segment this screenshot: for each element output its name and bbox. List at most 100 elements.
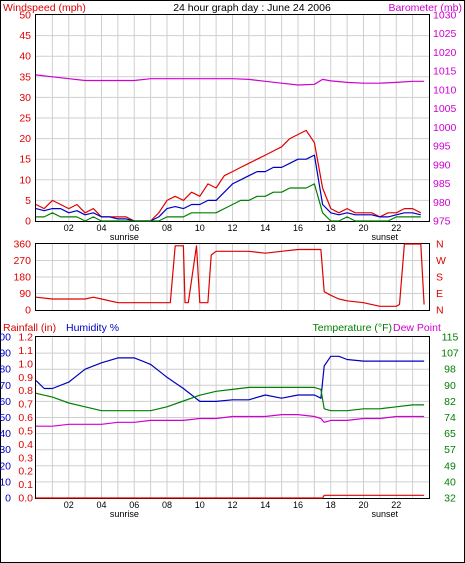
windspeed-tick-label: 50 [19,10,31,22]
panel1-grid [36,15,429,221]
rainfall-tick-label: 0.4 [18,439,33,451]
barometer-tick-label: 1010 [433,84,457,96]
rainfall-tick-label: 0.8 [18,385,33,397]
windspeed-tick-label: 20 [19,133,31,145]
barometer-tick-label: 1025 [433,28,457,40]
hour-tick-label: 20 [358,500,368,510]
barometer-tick-label: 1005 [433,103,457,115]
hour-tick-label: 04 [96,500,106,510]
sunset-label: sunset [372,509,399,519]
windspeed-tick-label: 15 [19,154,31,166]
hour-tick-label: 08 [162,223,172,233]
hour-tick-label: 04 [96,223,106,233]
dewpoint-line [36,414,425,427]
humidity-tick-label: 60 [0,396,11,408]
hour-tick-label: 06 [129,500,139,510]
direction-degree-tick-label: 180 [13,272,31,284]
barometer-tick-label: 995 [433,141,451,153]
humidity-tick-label: 50 [0,412,11,424]
temperature-tick-label: 115 [442,332,459,344]
barometer-line [35,74,425,86]
chart-title: 24 hour graph day : June 24 2006 [173,2,331,14]
sunrise-label: sunrise [110,509,139,519]
compass-tick-label: W [436,255,446,267]
direction-degree-tick-label: 0 [25,305,31,317]
temperature-tick-label: 32 [444,493,456,505]
temperature-axis-label: Temperature (°F) [313,322,392,334]
windspeed-minimum-line [36,183,421,222]
temperature-tick-label: 65 [444,428,456,440]
barometer-tick-label: 1020 [433,47,457,59]
hour-tick-label: 18 [326,223,336,233]
direction-degree-tick-label: 360 [13,239,31,251]
barometer-tick-label: 980 [433,197,451,209]
temperature-tick-label: 49 [444,460,456,472]
temperature-tick-label: 40 [444,476,456,488]
rainfall-axis-label: Rainfall (in) [3,322,56,334]
compass-tick-label: N [436,239,444,251]
panel2-series [35,243,425,307]
windspeed-tick-label: 40 [19,51,31,63]
windspeed-tick-label: 25 [19,113,31,125]
barometer-tick-label: 990 [433,159,451,171]
humidity-tick-label: 90 [0,348,11,360]
humidity-tick-label: 70 [0,380,11,392]
hour-tick-label: 18 [326,500,336,510]
temperature-tick-label: 82 [444,396,456,408]
hour-tick-label: 10 [195,500,205,510]
hour-tick-label: 02 [64,223,74,233]
rainfall-tick-label: 0.3 [18,452,33,464]
panel1-plot-border [35,14,430,222]
hour-tick-label: 08 [162,500,172,510]
temperature-line [35,386,425,412]
panel1-barometer-ticks: 975 980 985 990 995 1000 1005 1010 1015 1020 1025 1… [433,10,457,228]
humidity-tick-label: 30 [0,444,11,456]
temperature-tick-label: 90 [444,380,456,392]
temperature-tick-label: 107 [441,348,459,360]
barometer-tick-label: 1015 [433,66,457,78]
rainfall-tick-label: 0.7 [18,399,33,411]
wind-direction-line [35,243,425,307]
rainfall-tick-label: 0.2 [18,466,33,478]
rainfall-tick-label: 1.0 [18,358,33,370]
hour-tick-label: 12 [227,223,237,233]
windspeed-average-line [35,154,421,222]
barometer-tick-label: 1000 [433,122,457,134]
humidity-tick-label: 0 [5,493,11,505]
humidity-tick-label: 100 [0,332,11,344]
hour-tick-label: 16 [293,500,303,510]
panel1-series [35,74,425,222]
humidity-tick-label: 10 [0,476,11,488]
panel3-humidity-ticks: 0 10 20 30 40 50 60 70 80 90 100 [0,332,11,505]
panel3-temperature-ticks: 32 40 49 57 65 74 82 90 98 107 115 [441,332,459,505]
rainfall-tick-label: 0.0 [18,493,33,505]
humidity-line [35,355,425,402]
barometer-tick-label: 975 [433,216,451,228]
windspeed-tick-label: 10 [19,174,31,186]
sunrise-label: sunrise [110,232,139,242]
hour-tick-label: 06 [129,223,139,233]
temperature-tick-label: 98 [444,364,456,376]
hour-tick-label: 12 [227,500,237,510]
direction-degree-tick-label: 90 [19,288,31,300]
windspeed-tick-label: 5 [25,195,31,207]
sunset-label: sunset [372,232,399,242]
panel3-hour-ticks: 02 04 06 08 10 12 14 16 18 20 22 [64,500,402,510]
windspeed-tick-label: 30 [19,92,31,104]
direction-degree-tick-label: 270 [13,255,31,267]
windspeed-tick-label: 0 [25,216,31,228]
humidity-axis-label: Humidity % [66,322,119,334]
rainfall-tick-label: 0.9 [18,372,33,384]
rainfall-tick-label: 1.1 [18,345,33,357]
barometer-tick-label: 985 [433,178,451,190]
humidity-tick-label: 20 [0,460,11,472]
rainfall-tick-label: 0.6 [18,412,33,424]
hour-tick-label: 10 [195,223,205,233]
hour-tick-label: 14 [260,500,270,510]
rainfall-tick-label: 1.2 [18,332,33,344]
temperature-tick-label: 74 [444,412,456,424]
panel1-windspeed-ticks: 0 5 10 15 20 25 30 35 40 45 50 [19,10,31,228]
